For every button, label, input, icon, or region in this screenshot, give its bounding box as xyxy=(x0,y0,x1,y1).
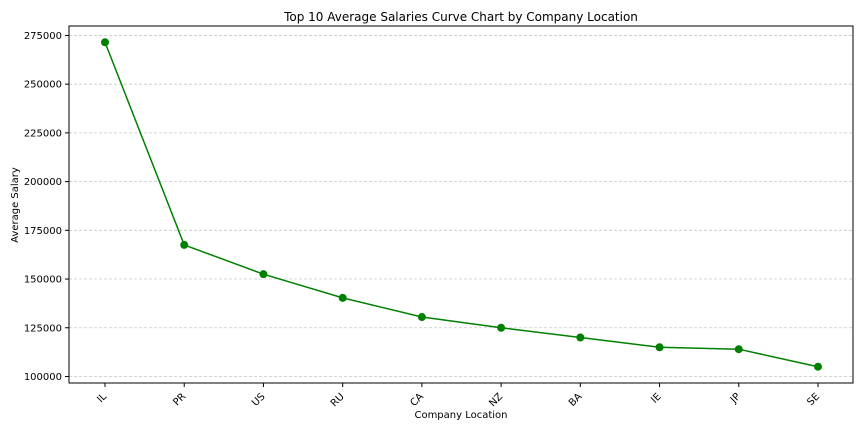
data-point xyxy=(497,323,506,332)
data-point xyxy=(576,333,585,342)
x-tick-label: NZ xyxy=(487,391,505,409)
data-point xyxy=(655,343,664,352)
plot-frame xyxy=(68,25,854,384)
x-axis: IL PR US RU CA NZ BA IE JP SE xyxy=(95,383,822,409)
series-line xyxy=(104,41,819,368)
x-tick-label: CA xyxy=(408,391,426,409)
x-tick-label: PR xyxy=(171,391,188,408)
series-layer xyxy=(101,38,822,371)
y-tick-label: 275000 xyxy=(24,31,62,42)
data-point xyxy=(417,313,426,322)
y-tick-label: 175000 xyxy=(24,226,62,237)
grid-layer xyxy=(69,35,853,377)
data-point xyxy=(338,293,347,302)
y-tick-label: 100000 xyxy=(24,372,62,383)
x-tick-label: BA xyxy=(567,391,585,409)
y-tick-label: 225000 xyxy=(24,128,62,139)
chart-title: Top 10 Average Salaries Curve Chart by C… xyxy=(283,10,638,24)
y-axis-title: Average Salary xyxy=(10,167,21,243)
x-tick-label: RU xyxy=(329,391,347,409)
y-tick-label: 150000 xyxy=(24,275,62,286)
y-tick-label: 200000 xyxy=(24,177,62,188)
data-point xyxy=(259,270,268,279)
y-tick-label: 125000 xyxy=(24,323,62,334)
x-tick-label: IL xyxy=(95,391,109,405)
x-tick-label: JP xyxy=(728,391,743,406)
x-tick-label: US xyxy=(250,391,267,408)
data-point xyxy=(180,240,189,249)
x-tick-label: IE xyxy=(649,391,663,405)
data-point xyxy=(734,345,743,354)
x-axis-title: Company Location xyxy=(414,410,507,421)
data-point xyxy=(101,38,109,47)
x-tick-label: SE xyxy=(805,391,822,408)
data-point xyxy=(814,362,822,371)
y-tick-label: 250000 xyxy=(24,80,62,91)
y-axis: 100000 125000 150000 175000 200000 225000 2500… xyxy=(24,31,69,383)
